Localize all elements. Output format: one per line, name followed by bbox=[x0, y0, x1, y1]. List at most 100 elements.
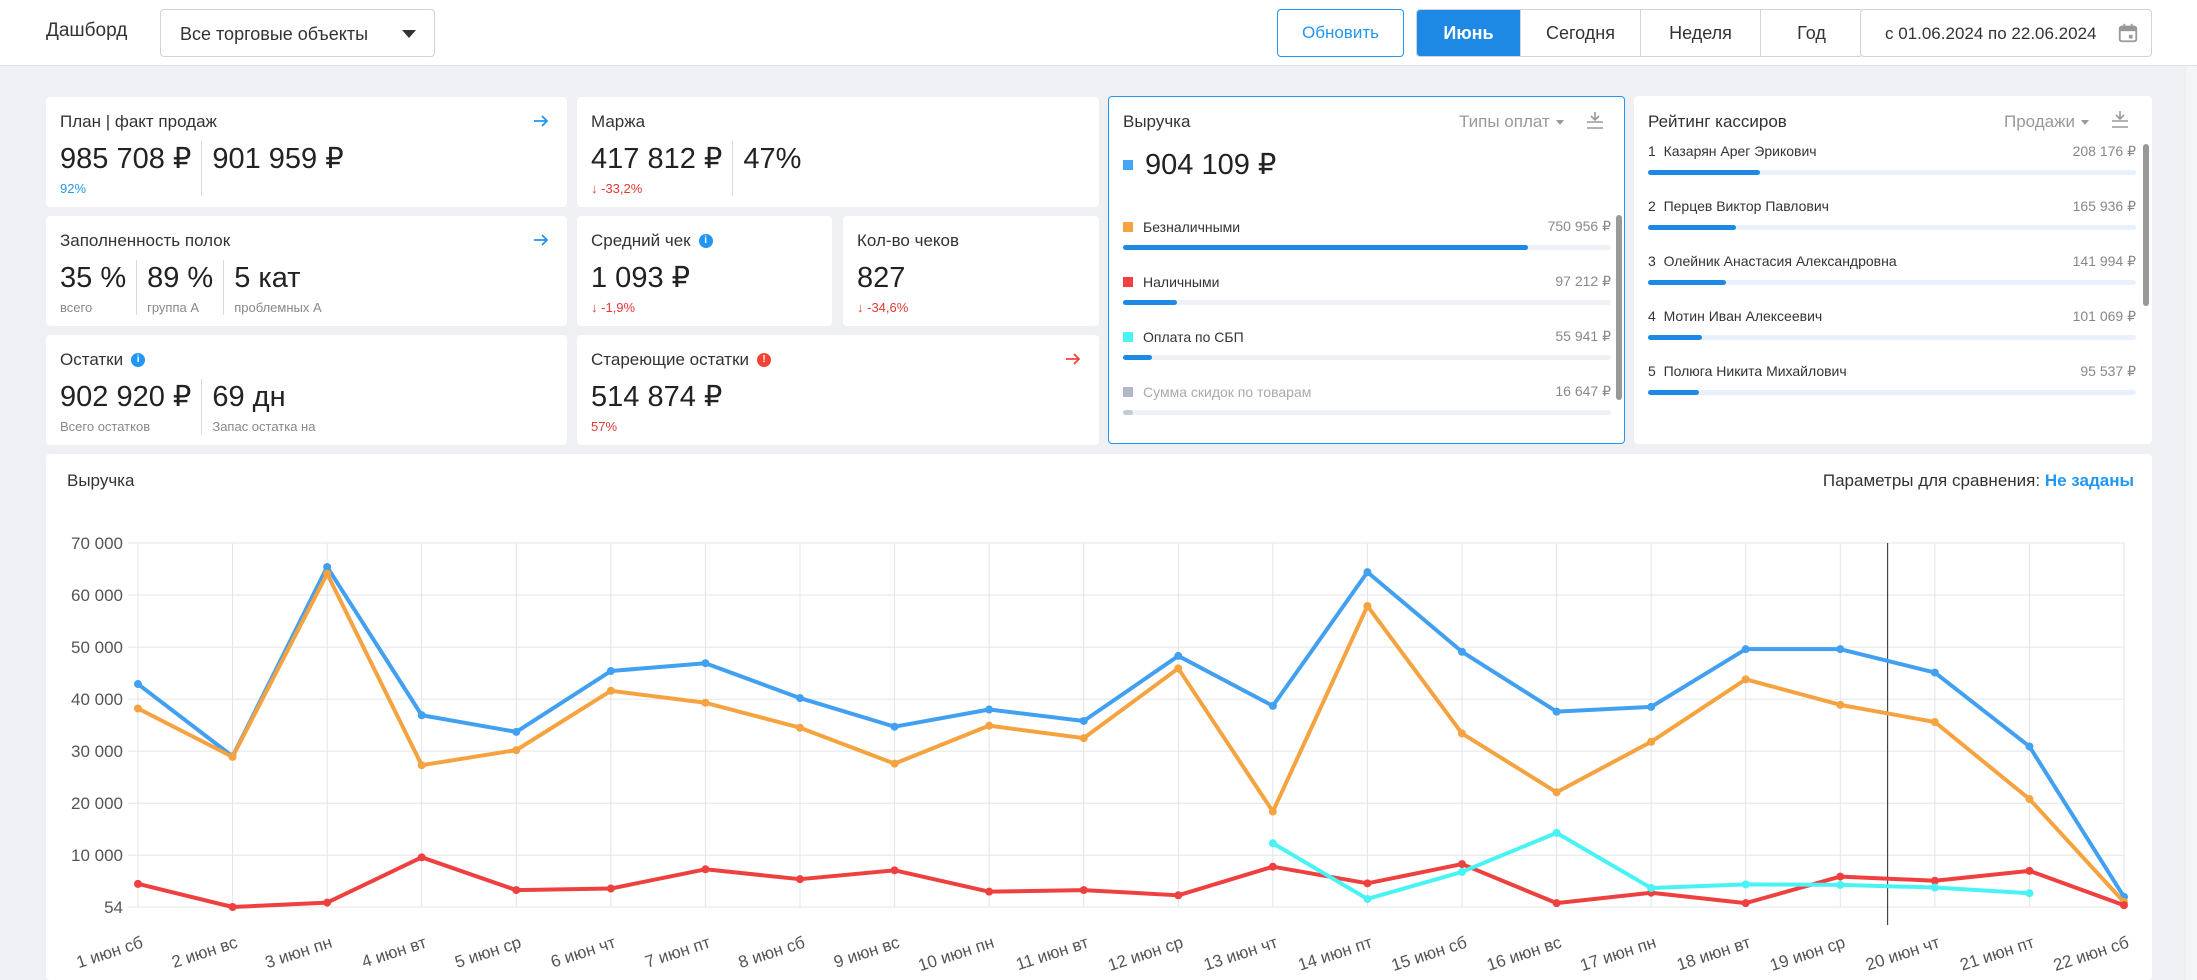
arrow-right-icon[interactable] bbox=[531, 230, 551, 250]
avg-check-card[interactable]: Средний чек i 1 093 ₽ ↓ -1,9% bbox=[577, 216, 832, 326]
data-point bbox=[1363, 601, 1372, 610]
data-point bbox=[512, 746, 521, 755]
aging-stock-card[interactable]: Стареющие остатки! 514 874 ₽ 57% bbox=[577, 335, 1099, 445]
cashier-rating-card[interactable]: Рейтинг кассиров Продажи 1 Казарян Арег … bbox=[1634, 96, 2152, 444]
cashier-item[interactable]: 1 Казарян Арег Эрикович 208 176 ₽ bbox=[1648, 143, 2136, 175]
payment-type-label: Безналичными bbox=[1143, 218, 1241, 235]
payment-type-item[interactable]: Сумма скидок по товарам 16 647 ₽ bbox=[1123, 383, 1611, 415]
refresh-button[interactable]: Обновить bbox=[1277, 9, 1404, 57]
data-point bbox=[606, 667, 615, 676]
stock-days: 69 дн bbox=[212, 381, 286, 413]
data-point bbox=[1363, 879, 1372, 888]
cashier-rank: 5 bbox=[1648, 363, 1656, 379]
shelves-problem-label: проблемных А bbox=[234, 300, 322, 315]
x-tick-label: 15 июн сб bbox=[1389, 933, 1470, 975]
y-tick-label: 20 000 bbox=[71, 794, 123, 813]
period-week-button[interactable]: Неделя bbox=[1640, 10, 1760, 56]
store-select[interactable]: Все торговые объекты bbox=[160, 9, 435, 57]
page-scrollbar[interactable] bbox=[2186, 66, 2197, 980]
shelves-card[interactable]: Заполненность полок 35 % всего 89 % группа… bbox=[46, 216, 567, 326]
checks-card[interactable]: Кол-во чеков 827 ↓ -34,6% bbox=[843, 216, 1099, 326]
checks-value: 827 bbox=[857, 262, 906, 294]
x-tick-label: 5 июн ср bbox=[453, 933, 524, 972]
x-tick-label: 1 июн сб bbox=[74, 933, 146, 972]
cashier-progress-fill bbox=[1648, 335, 1702, 340]
cashier-rank: 2 bbox=[1648, 198, 1656, 214]
cashier-item[interactable]: 3 Олейник Анастасия Александровна 141 994… bbox=[1648, 253, 2136, 285]
data-point bbox=[701, 698, 710, 707]
arrow-right-icon[interactable] bbox=[531, 111, 551, 131]
arrow-down-icon: ↓ bbox=[857, 300, 868, 315]
cashier-name: Казарян Арег Эрикович bbox=[1663, 143, 1817, 159]
data-point bbox=[323, 569, 332, 578]
payment-type-item[interactable]: Безналичными 750 956 ₽ bbox=[1123, 218, 1611, 250]
color-marker bbox=[1123, 221, 1133, 232]
x-tick-label: 9 июн вс bbox=[831, 933, 902, 972]
payment-progress-fill bbox=[1123, 355, 1153, 360]
margin-card[interactable]: Маржа 417 812 ₽ ↓ -33,2% 47% bbox=[577, 97, 1099, 207]
collapse-icon[interactable] bbox=[1583, 109, 1607, 131]
cashier-item[interactable]: 5 Полюга Никита Михайлович 95 537 ₽ bbox=[1648, 363, 2136, 395]
color-marker bbox=[1123, 276, 1133, 287]
data-point bbox=[2120, 901, 2128, 910]
payment-type-item[interactable]: Наличными 97 212 ₽ bbox=[1123, 273, 1611, 305]
data-point bbox=[1741, 645, 1750, 654]
data-point bbox=[134, 680, 142, 689]
x-tick-label: 10 июн пн bbox=[916, 933, 997, 975]
avg-check-value: 1 093 ₽ bbox=[591, 262, 691, 294]
date-range-picker[interactable]: с 01.06.2024 по 22.06.2024 bbox=[1860, 9, 2152, 57]
calendar-icon[interactable] bbox=[2117, 22, 2139, 44]
sales-dropdown[interactable]: Продажи bbox=[2004, 112, 2089, 132]
plan-fact-card[interactable]: План | факт продаж 985 708 ₽ 92% 901 959 … bbox=[46, 97, 567, 207]
data-point bbox=[1363, 568, 1372, 577]
data-point bbox=[1363, 894, 1372, 903]
period-month-button[interactable]: Июнь bbox=[1417, 10, 1520, 56]
cashier-name: Перцев Виктор Павлович bbox=[1663, 198, 1829, 214]
total-color-marker bbox=[1123, 159, 1133, 170]
x-tick-label: 18 июн вт bbox=[1674, 933, 1753, 975]
data-point bbox=[985, 721, 994, 730]
chevron-down-icon bbox=[1555, 120, 1564, 126]
payment-type-value: 97 212 ₽ bbox=[1555, 273, 1611, 289]
data-point bbox=[1458, 867, 1466, 876]
payment-progress-fill bbox=[1123, 300, 1177, 305]
period-selector: Июнь Сегодня Неделя Год bbox=[1416, 9, 1863, 57]
cashier-item[interactable]: 2 Перцев Виктор Павлович 165 936 ₽ bbox=[1648, 198, 2136, 230]
shelves-total: 35 % bbox=[60, 262, 127, 294]
data-point bbox=[323, 898, 332, 907]
revenue-line-chart[interactable]: 54 10 000 20 000 30 000 40 000 50 000 60 000 70… bbox=[46, 454, 2152, 980]
date-range-text: с 01.06.2024 по 22.06.2024 bbox=[1885, 24, 2097, 43]
data-point bbox=[1741, 880, 1750, 889]
collapse-icon[interactable] bbox=[2108, 108, 2132, 130]
cashier-rank: 1 bbox=[1648, 143, 1656, 159]
payment-type-item[interactable]: Оплата по СБП 55 941 ₽ bbox=[1123, 328, 1611, 360]
fact-value: 901 959 ₽ bbox=[212, 143, 344, 175]
x-tick-label: 17 июн пн bbox=[1578, 933, 1659, 975]
y-tick-label: 10 000 bbox=[71, 846, 123, 865]
cashier-item[interactable]: 4 Мотин Иван Алексеевич 101 069 ₽ bbox=[1648, 308, 2136, 340]
stock-card[interactable]: Остатки i 902 920 ₽ Всего остатков 69 дн За… bbox=[46, 335, 567, 445]
payments-scrollbar[interactable] bbox=[1616, 215, 1622, 400]
avg-check-title: Средний чек bbox=[591, 231, 691, 250]
cashiers-scrollbar[interactable] bbox=[2143, 144, 2149, 306]
info-icon[interactable]: i bbox=[698, 234, 713, 248]
period-year-button[interactable]: Год bbox=[1760, 10, 1862, 56]
data-point bbox=[2025, 742, 2034, 751]
cashier-progress-fill bbox=[1648, 390, 1700, 395]
data-point bbox=[1174, 664, 1183, 673]
x-tick-label: 16 июн вс bbox=[1484, 933, 1564, 975]
checks-change: -34,6% bbox=[867, 300, 909, 315]
arrow-right-icon[interactable] bbox=[1063, 349, 1083, 369]
data-point bbox=[1552, 828, 1561, 837]
data-point bbox=[606, 884, 615, 893]
cashier-value: 101 069 ₽ bbox=[2072, 308, 2136, 324]
warning-icon[interactable]: ! bbox=[757, 353, 771, 367]
cashier-value: 208 176 ₽ bbox=[2072, 143, 2136, 159]
period-today-button[interactable]: Сегодня bbox=[1520, 10, 1640, 56]
revenue-payment-card[interactable]: Выручка Типы оплат 904 109 ₽ Безналичным… bbox=[1108, 96, 1625, 444]
payment-types-dropdown[interactable]: Типы оплат bbox=[1459, 112, 1564, 132]
payment-progress-fill bbox=[1123, 410, 1133, 415]
data-point bbox=[985, 887, 994, 896]
info-icon[interactable]: i bbox=[131, 353, 146, 367]
compare-params[interactable]: Параметры для сравнения: Не заданы bbox=[1822, 471, 2134, 490]
